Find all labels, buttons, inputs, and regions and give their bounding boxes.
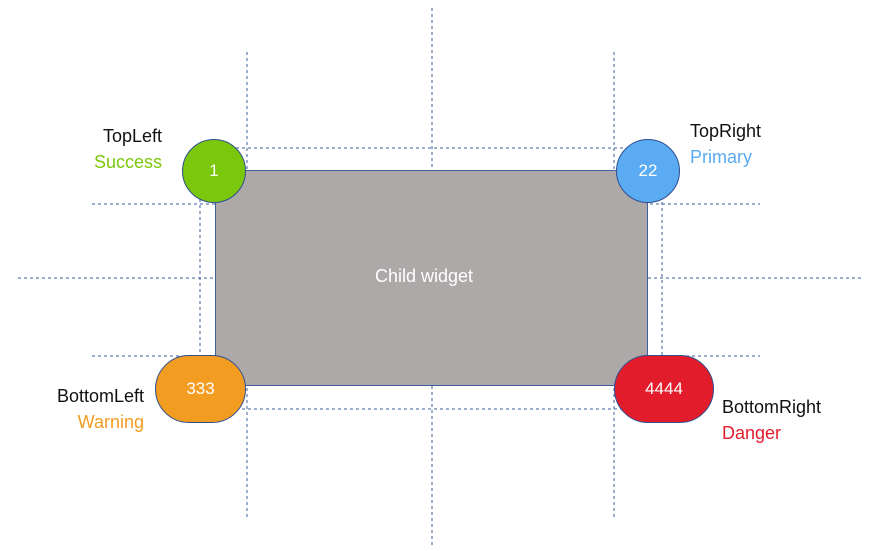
badge-top-left-text: 1 [209, 161, 219, 180]
label-top-right: TopRight Primary [690, 118, 761, 170]
badge-bottom-left: 333 [155, 355, 246, 423]
badge-bottom-right-text: 4444 [645, 379, 683, 398]
child-widget-label: Child widget [375, 266, 474, 286]
badge-top-right-text: 22 [638, 161, 658, 180]
label-bottom-right: BottomRight Danger [722, 394, 821, 446]
badge-top-right: 22 [616, 139, 680, 203]
label-top-left: TopLeft Success [80, 123, 162, 175]
label-bottom-left-variant: Warning [77, 412, 144, 432]
badge-top-left: 1 [182, 139, 246, 203]
outer-bounds [199, 147, 663, 410]
label-top-left-variant: Success [93, 152, 162, 172]
label-bottom-right-name: BottomRight [722, 397, 822, 417]
label-top-right-variant: Primary [690, 147, 752, 167]
label-bottom-left-name: BottomLeft [56, 386, 144, 406]
badge-bottom-right: 4444 [614, 355, 714, 423]
label-top-right-name: TopRight [690, 121, 762, 141]
label-bottom-left: BottomLeft Warning [20, 383, 144, 435]
label-bottom-right-variant: Danger [722, 423, 782, 443]
badge-bottom-left-text: 333 [186, 379, 215, 398]
label-top-left-name: TopLeft [102, 126, 162, 146]
child-widget [215, 170, 648, 386]
